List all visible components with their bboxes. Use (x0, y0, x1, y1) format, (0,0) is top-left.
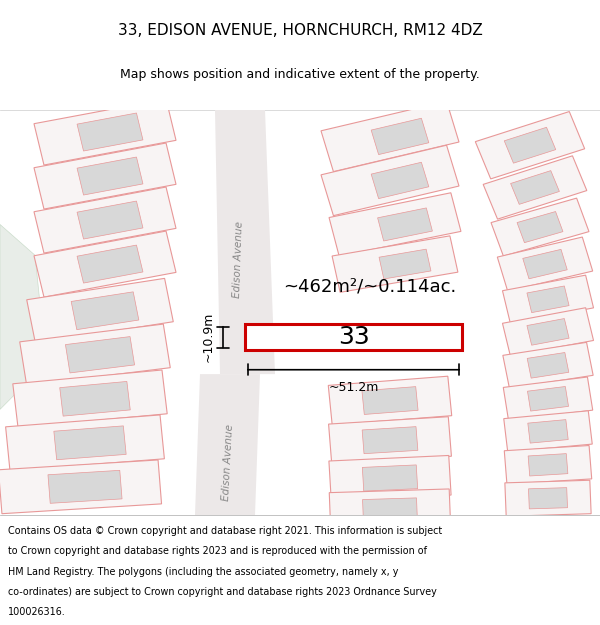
Text: 33, EDISON AVENUE, HORNCHURCH, RM12 4DZ: 33, EDISON AVENUE, HORNCHURCH, RM12 4DZ (118, 23, 482, 38)
Bar (379, 249, 431, 279)
Bar (20, 324, 170, 386)
Text: 100026316.: 100026316. (8, 608, 65, 618)
Bar (329, 192, 461, 256)
Bar (483, 156, 587, 219)
Bar (65, 337, 134, 373)
Polygon shape (195, 374, 260, 515)
Bar (527, 319, 569, 345)
Bar (371, 118, 429, 154)
Bar (527, 352, 569, 378)
Bar (502, 308, 593, 356)
Text: ~10.9m: ~10.9m (202, 312, 215, 362)
Bar (34, 187, 176, 253)
Bar (527, 286, 569, 312)
Polygon shape (0, 224, 40, 409)
Bar (13, 370, 167, 428)
Bar (517, 211, 563, 242)
Bar (505, 480, 591, 516)
Bar (27, 278, 173, 343)
Bar (329, 417, 451, 464)
Bar (60, 381, 130, 416)
Bar (503, 342, 593, 388)
Bar (503, 377, 593, 421)
Bar (377, 208, 433, 241)
Text: Contains OS data © Crown copyright and database right 2021. This information is : Contains OS data © Crown copyright and d… (8, 526, 442, 536)
Bar (77, 113, 143, 151)
Bar (523, 249, 567, 279)
Bar (329, 489, 451, 532)
Bar (34, 143, 176, 209)
Bar (362, 465, 418, 491)
Bar (71, 292, 139, 329)
Bar (497, 237, 593, 291)
Bar (328, 376, 452, 425)
Bar (332, 236, 458, 292)
Bar (77, 245, 143, 283)
Bar (0, 460, 161, 514)
Bar (34, 99, 176, 165)
Bar (321, 101, 459, 172)
Bar (5, 415, 164, 471)
Bar (504, 446, 592, 484)
Bar (77, 201, 143, 239)
Text: co-ordinates) are subject to Crown copyright and database rights 2023 Ordnance S: co-ordinates) are subject to Crown copyr… (8, 587, 437, 597)
Text: to Crown copyright and database rights 2023 and is reproduced with the permissio: to Crown copyright and database rights 2… (8, 546, 427, 556)
Bar (491, 198, 589, 256)
Bar (528, 419, 568, 443)
Text: Edison Avenue: Edison Avenue (232, 221, 244, 298)
Text: Edison Avenue: Edison Avenue (221, 424, 235, 501)
Bar (511, 171, 559, 204)
Bar (362, 498, 418, 523)
Bar (321, 145, 459, 216)
Bar (48, 471, 122, 503)
Bar (329, 456, 451, 501)
Bar (502, 275, 593, 323)
Text: ~51.2m: ~51.2m (328, 381, 379, 394)
Bar (475, 111, 584, 179)
Bar (34, 231, 176, 297)
Bar (504, 127, 556, 163)
Text: HM Land Registry. The polygons (including the associated geometry, namely x, y: HM Land Registry. The polygons (includin… (8, 567, 398, 577)
Bar (54, 426, 126, 460)
Text: 33: 33 (338, 325, 370, 349)
Bar (77, 157, 143, 195)
Bar (529, 488, 568, 509)
Bar (362, 387, 418, 414)
Polygon shape (215, 110, 275, 374)
Bar (371, 162, 429, 199)
Text: ~462m²/~0.114ac.: ~462m²/~0.114ac. (283, 277, 457, 295)
Bar (245, 324, 462, 351)
Bar (527, 386, 569, 411)
Bar (362, 427, 418, 454)
Text: Map shows position and indicative extent of the property.: Map shows position and indicative extent… (120, 68, 480, 81)
Bar (528, 454, 568, 476)
Bar (504, 411, 592, 452)
